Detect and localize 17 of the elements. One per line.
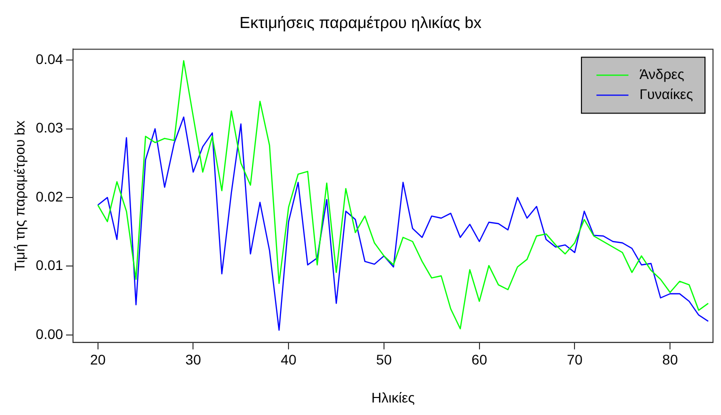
y-tick-label: 0.01 [36, 257, 64, 274]
y-tick-label: 0.03 [36, 120, 64, 136]
legend-label: Άνδρες [639, 66, 685, 82]
y-axis-title: Τιμή της παραμέτρου bx [11, 120, 28, 271]
x-tick-label: 40 [280, 352, 297, 368]
chart-title: Εκτιμήσεις παραμέτρου ηλικίας bx [240, 15, 482, 32]
y-tick-label: 0.04 [36, 50, 64, 67]
legend-label: Γυναίκες [639, 86, 694, 102]
x-tick-label: 20 [90, 352, 106, 368]
x-tick-label: 50 [376, 352, 392, 368]
x-tick-label: 70 [566, 352, 583, 368]
x-tick-label: 80 [662, 352, 678, 368]
y-tick-label: 0.00 [36, 326, 64, 342]
x-tick-label: 30 [185, 352, 202, 368]
y-tick-label: 0.02 [36, 188, 64, 204]
x-axis-title: Ηλικίες [371, 389, 415, 406]
x-tick-label: 60 [472, 352, 488, 368]
